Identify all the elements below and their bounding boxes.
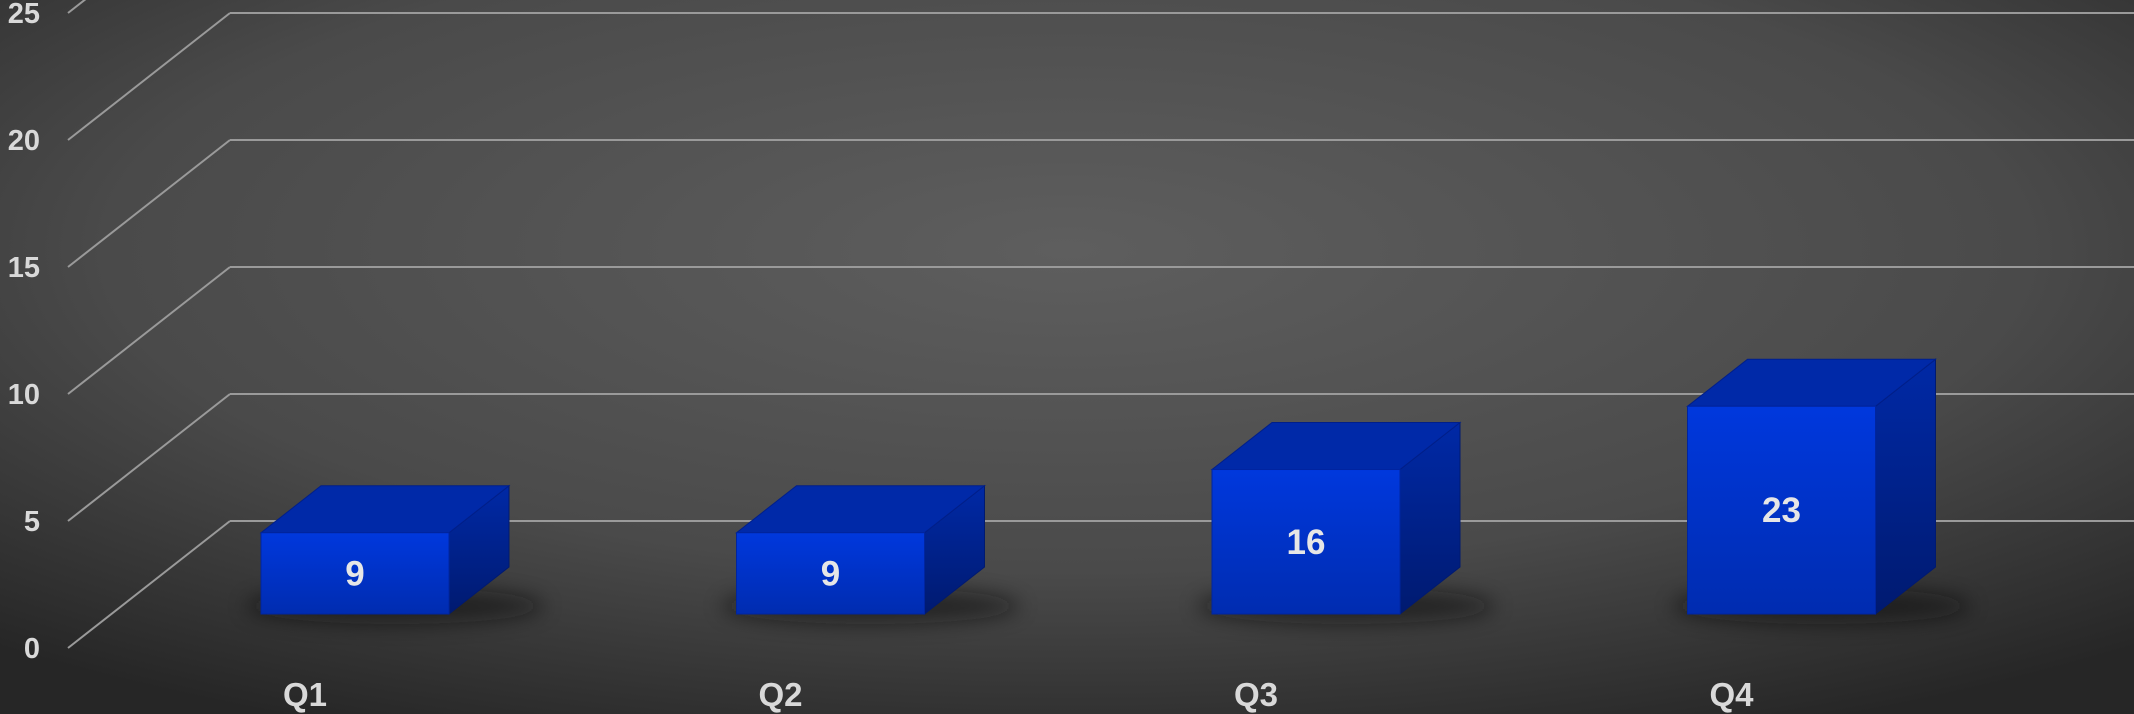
y-tick-label: 25 — [8, 0, 40, 30]
bar-q1: 9 — [246, 484, 544, 624]
bar-q3: 16 — [1197, 421, 1495, 624]
bar-front-face — [260, 532, 450, 615]
x-tick-label: Q1 — [283, 676, 327, 713]
gridline-depth — [67, 520, 231, 649]
data-label: 16 — [1287, 523, 1326, 562]
x-tick-label: Q3 — [1234, 676, 1278, 713]
y-tick-label: 10 — [8, 379, 40, 411]
y-tick-label: 0 — [24, 633, 40, 665]
gridline — [67, 139, 2134, 268]
gridline — [67, 266, 2134, 395]
bar-front-face — [736, 532, 925, 615]
data-label: 9 — [345, 554, 364, 593]
gridline — [67, 12, 2134, 141]
data-label: 9 — [821, 554, 840, 593]
gridline-depth — [67, 393, 231, 522]
bar-front-face — [1687, 405, 1876, 615]
data-label: 23 — [1762, 491, 1801, 530]
bar-front-face — [1211, 469, 1401, 615]
x-tick-label: Q4 — [1710, 676, 1755, 713]
bar-q4: 23 — [1672, 358, 1971, 624]
y-tick-label: 20 — [8, 125, 40, 157]
gridline-depth — [67, 266, 231, 395]
gridline-depth — [67, 139, 231, 268]
bars: 9 9 16 23 — [246, 358, 1971, 624]
gridline-depth — [67, 12, 231, 141]
x-axis: Q1 Q2 Q3 Q4 — [283, 676, 1754, 713]
y-tick-label: 5 — [24, 506, 40, 538]
gridlines — [67, 0, 2134, 649]
bar-q2: 9 — [721, 484, 1020, 624]
y-axis: 0 5 10 15 20 25 — [8, 0, 40, 665]
x-tick-label: Q2 — [759, 676, 803, 713]
y-tick-label: 15 — [8, 252, 40, 284]
